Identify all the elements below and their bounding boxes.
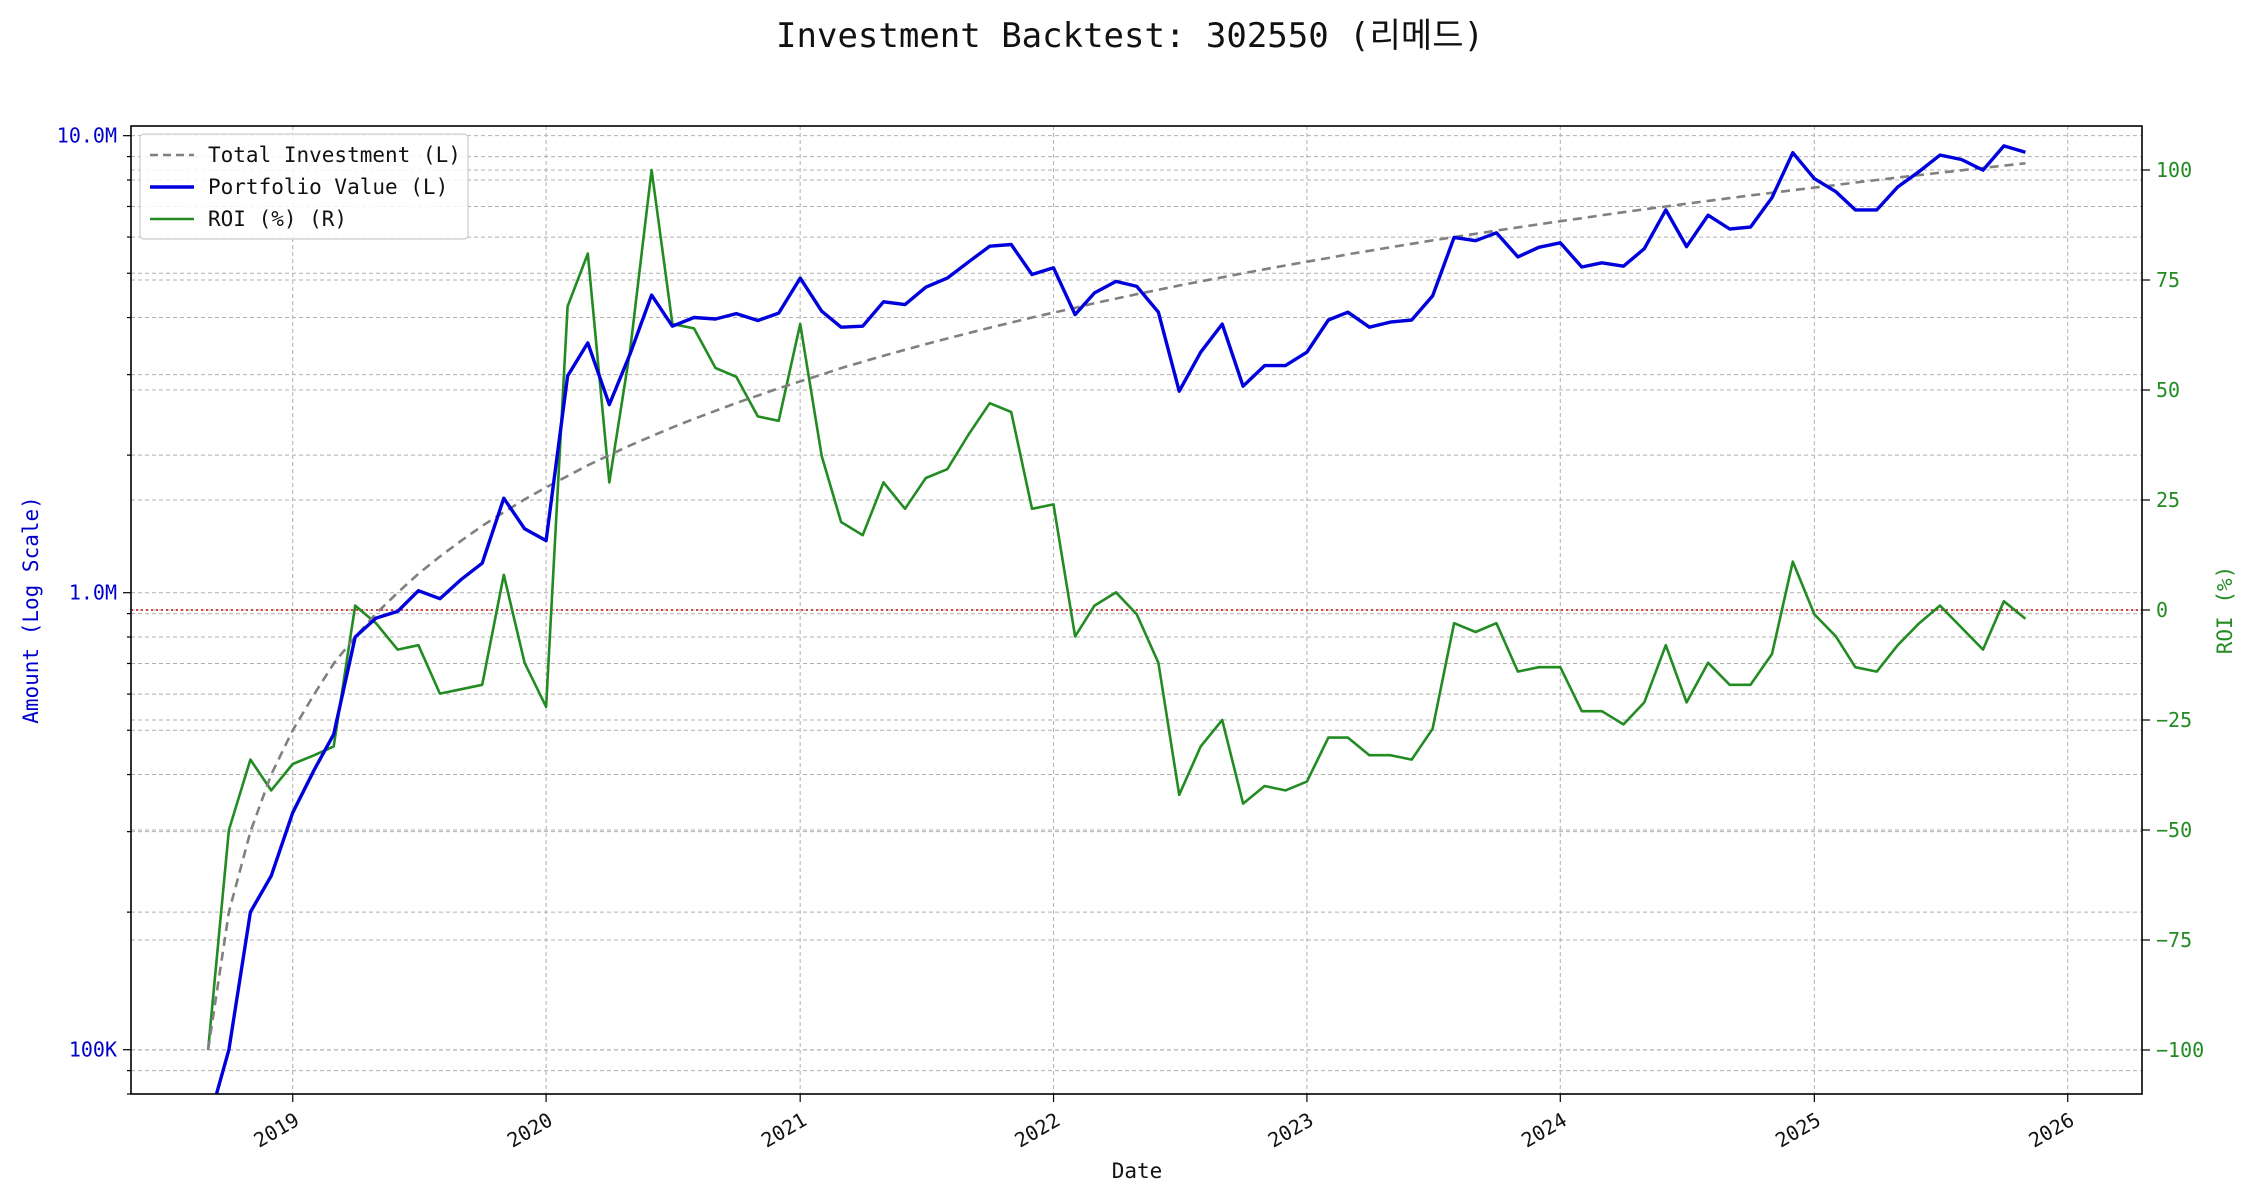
series-lines (131, 144, 2142, 1094)
left-tick-label: 1.0M (69, 581, 117, 605)
x-tick-label: 2022 (1010, 1108, 1064, 1153)
right-axis-ticks: 100 75 50 25 0 −25 −50 −75 −100 (2142, 158, 2204, 1062)
right-tick-label: −75 (2156, 928, 2192, 952)
total-investment-line (206, 162, 2026, 1050)
left-tick-label: 10.0M (57, 124, 117, 148)
right-tick-label: −100 (2156, 1038, 2204, 1062)
y-axis-right-label: ROI (%) (2213, 566, 2237, 655)
right-tick-label: 50 (2156, 378, 2180, 402)
x-tick-label: 2021 (757, 1108, 811, 1153)
left-axis-ticks: 100K 1.0M 10.0M (57, 124, 131, 1095)
right-tick-label: 100 (2156, 158, 2192, 182)
portfolio-value-line (214, 144, 2026, 1094)
right-tick-label: −25 (2156, 708, 2192, 732)
x-tick-label: 2019 (250, 1108, 304, 1153)
legend-label: Total Investment (L) (208, 143, 461, 167)
legend: Total Investment (L) Portfolio Value (L) R… (139, 133, 469, 240)
grid-lines (131, 126, 2142, 1095)
right-tick-label: −50 (2156, 818, 2192, 842)
right-tick-label: 0 (2156, 598, 2168, 622)
x-axis-label: Date (1112, 1159, 1163, 1183)
x-tick-label: 2025 (1771, 1108, 1825, 1153)
legend-label: Portfolio Value (L) (208, 175, 448, 199)
right-tick-label: 75 (2156, 268, 2180, 292)
x-axis-ticks: 2019 2020 2021 2022 2023 2024 2025 2026 (250, 1094, 2079, 1153)
left-tick-label: 100K (69, 1038, 117, 1062)
x-tick-label: 2024 (1517, 1108, 1571, 1153)
roi-line (206, 168, 2027, 1051)
legend-box (139, 133, 469, 240)
right-tick-label: 25 (2156, 488, 2180, 512)
x-tick-label: 2026 (2025, 1108, 2079, 1153)
chart-title: Investment Backtest: 302550 (리메드) (776, 16, 1484, 56)
y-axis-left-label: Amount (Log Scale) (19, 496, 43, 724)
x-tick-label: 2020 (503, 1108, 557, 1153)
x-tick-label: 2023 (1264, 1108, 1318, 1153)
legend-label: ROI (%) (R) (208, 207, 347, 231)
